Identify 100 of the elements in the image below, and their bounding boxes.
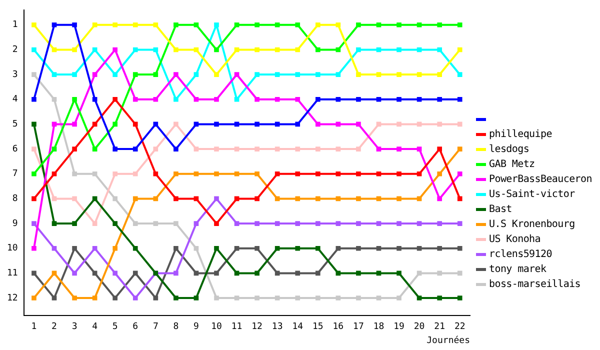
x-tick-label: 15 bbox=[312, 322, 324, 332]
point bbox=[194, 221, 199, 226]
point bbox=[457, 96, 462, 102]
x-tick-label: 12 bbox=[252, 322, 262, 332]
point bbox=[295, 72, 300, 77]
point bbox=[132, 146, 138, 152]
point bbox=[295, 22, 300, 28]
point bbox=[32, 270, 36, 276]
point bbox=[295, 221, 300, 226]
point bbox=[214, 22, 219, 28]
point bbox=[356, 196, 361, 202]
point bbox=[416, 171, 422, 176]
point bbox=[437, 246, 442, 251]
x-tick-label: 6 bbox=[132, 322, 138, 332]
point bbox=[52, 246, 57, 251]
point bbox=[336, 270, 341, 276]
point bbox=[457, 221, 462, 226]
point bbox=[132, 72, 138, 77]
y-tick-label: 11 bbox=[6, 268, 18, 279]
point bbox=[112, 146, 118, 152]
point bbox=[356, 146, 361, 152]
point bbox=[194, 47, 199, 52]
point bbox=[174, 270, 178, 276]
point bbox=[174, 246, 178, 251]
point bbox=[437, 171, 442, 176]
point bbox=[254, 196, 260, 202]
point bbox=[214, 146, 219, 152]
x-tick-label: 11 bbox=[231, 322, 242, 332]
point bbox=[92, 47, 98, 52]
point bbox=[416, 221, 422, 226]
point bbox=[132, 221, 138, 226]
point bbox=[52, 146, 57, 152]
point bbox=[457, 171, 462, 176]
point bbox=[153, 221, 158, 226]
point bbox=[153, 122, 158, 127]
y-tick-label: 10 bbox=[6, 244, 18, 254]
point bbox=[72, 122, 77, 127]
point bbox=[72, 171, 77, 176]
point bbox=[457, 146, 462, 152]
point bbox=[437, 146, 442, 152]
point bbox=[52, 22, 57, 28]
point bbox=[132, 246, 138, 251]
point bbox=[153, 296, 158, 300]
point bbox=[274, 270, 280, 276]
point bbox=[112, 122, 118, 127]
point bbox=[234, 246, 240, 251]
point bbox=[315, 22, 320, 28]
legend-label: rclens59120 bbox=[489, 248, 552, 262]
point bbox=[52, 122, 57, 127]
point bbox=[153, 146, 158, 152]
point bbox=[32, 171, 36, 176]
point bbox=[376, 171, 382, 176]
y-tick-label: 9 bbox=[12, 218, 18, 229]
point bbox=[295, 146, 300, 152]
point bbox=[32, 196, 36, 202]
point bbox=[254, 47, 260, 52]
point bbox=[92, 171, 98, 176]
point bbox=[32, 96, 36, 102]
point bbox=[416, 296, 422, 300]
point bbox=[356, 96, 361, 102]
legend-label: U.S Kronenbourg bbox=[489, 218, 575, 232]
point bbox=[153, 196, 158, 202]
x-tick-label: 7 bbox=[152, 322, 158, 332]
point bbox=[396, 22, 402, 28]
point bbox=[416, 146, 422, 152]
point bbox=[132, 296, 138, 300]
point bbox=[234, 171, 240, 176]
point bbox=[153, 171, 158, 176]
x-tick-label: 9 bbox=[194, 322, 199, 332]
point bbox=[254, 96, 260, 102]
point bbox=[396, 96, 402, 102]
x-tick-label: 5 bbox=[112, 322, 118, 332]
point bbox=[112, 72, 118, 77]
point bbox=[174, 72, 178, 77]
point bbox=[234, 221, 240, 226]
point bbox=[234, 146, 240, 152]
point bbox=[112, 47, 118, 52]
point bbox=[315, 171, 320, 176]
point bbox=[396, 196, 402, 202]
y-tick-label: 5 bbox=[12, 120, 18, 130]
point bbox=[132, 22, 138, 28]
point bbox=[336, 296, 341, 300]
point bbox=[254, 296, 260, 300]
point bbox=[92, 146, 98, 152]
point bbox=[72, 146, 77, 152]
point bbox=[416, 22, 422, 28]
x-tick-label: 16 bbox=[332, 322, 344, 332]
point bbox=[214, 270, 219, 276]
point bbox=[112, 196, 118, 202]
point bbox=[92, 296, 98, 300]
point bbox=[376, 270, 382, 276]
point bbox=[92, 22, 98, 28]
point bbox=[336, 96, 341, 102]
point bbox=[32, 246, 36, 251]
point bbox=[295, 296, 300, 300]
point bbox=[457, 296, 462, 300]
point bbox=[356, 246, 361, 251]
point bbox=[52, 296, 57, 300]
point bbox=[52, 270, 57, 276]
point bbox=[336, 47, 341, 52]
